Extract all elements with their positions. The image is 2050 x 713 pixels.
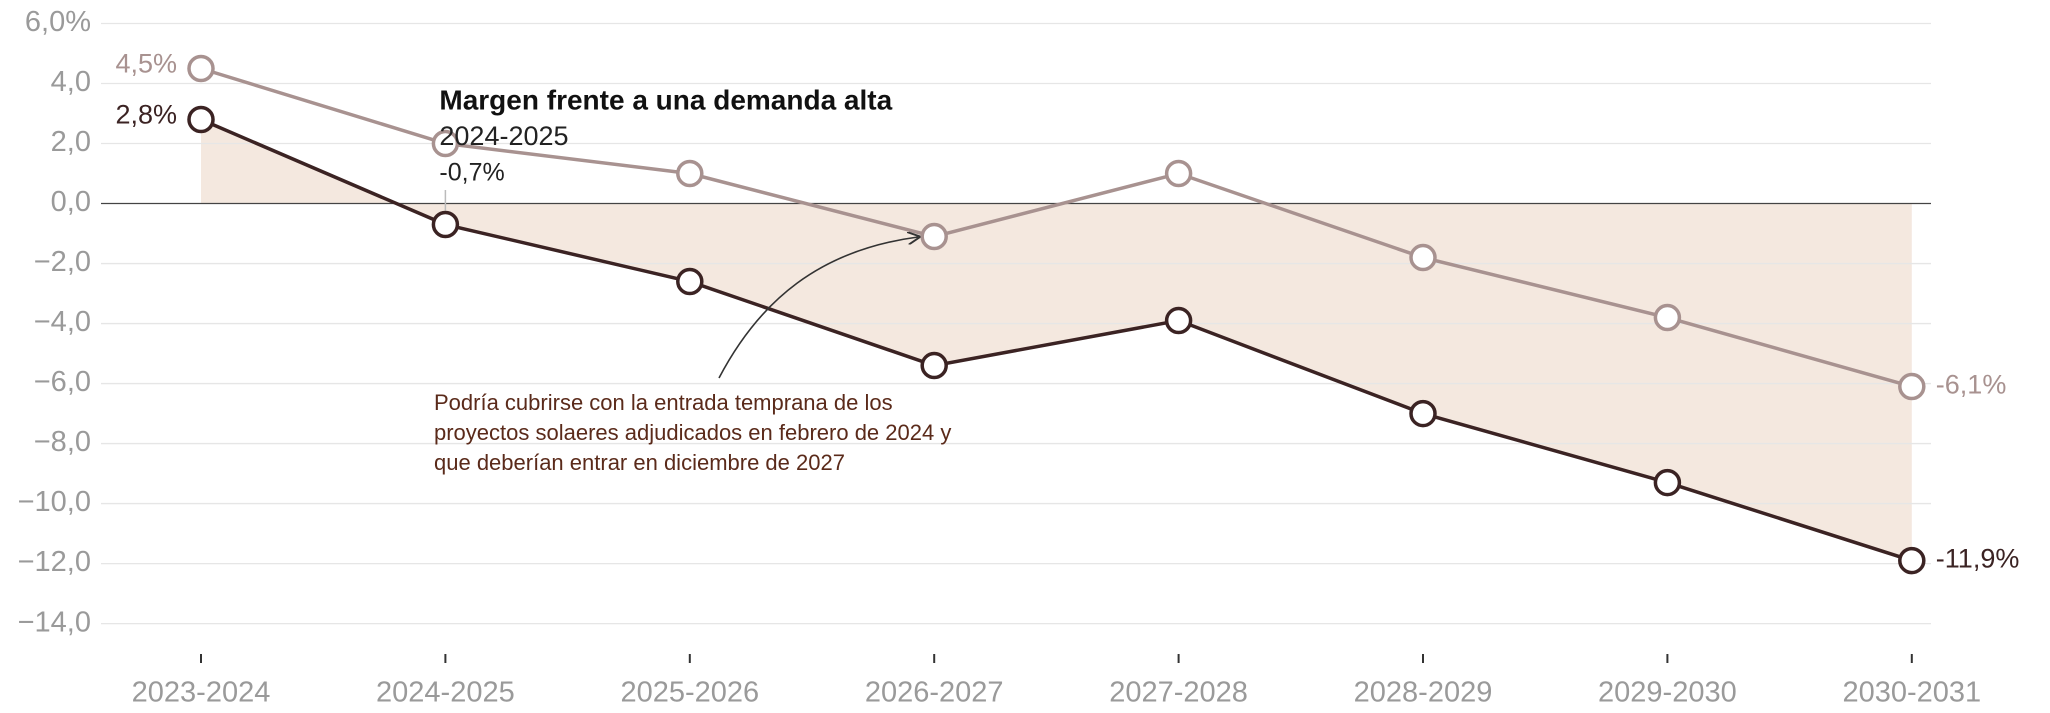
point — [920, 351, 948, 380]
x-tick-label: 2027-2028 — [1109, 677, 1248, 709]
annotation-arrow — [718, 237, 918, 379]
point — [187, 105, 215, 134]
y-tick-label: 2,0 — [51, 126, 91, 158]
point — [1898, 372, 1926, 401]
point — [1164, 306, 1193, 335]
y-tick-label: −2,0 — [34, 246, 91, 278]
point — [1164, 159, 1193, 188]
x-tick-label: 2029-2030 — [1598, 677, 1737, 709]
value-label: 4,5% — [115, 49, 177, 79]
value-label: -6,1% — [1936, 370, 2007, 400]
point — [920, 222, 948, 251]
point — [1653, 303, 1682, 332]
x-tick-label: 2023-2024 — [132, 677, 271, 709]
x-tick-label: 2026-2027 — [865, 677, 1004, 709]
tooltip-value: -0,7% — [439, 159, 504, 187]
y-tick-label: −4,0 — [34, 306, 91, 338]
x-tick-label: 2028-2029 — [1354, 677, 1493, 709]
value-label: -11,9% — [1936, 544, 2020, 574]
area — [201, 119, 1912, 561]
x-tick-label: 2025-2026 — [620, 677, 759, 709]
point — [1653, 468, 1682, 497]
y-tick-label: −6,0 — [34, 366, 91, 398]
point — [431, 210, 460, 239]
y-tick-label: −10,0 — [18, 486, 91, 518]
y-tick-label: 4,0 — [51, 66, 91, 98]
y-tick-label: −8,0 — [34, 426, 91, 458]
point — [187, 54, 215, 83]
x-tick-label: 2024-2025 — [376, 677, 515, 709]
value-label: 2,8% — [115, 100, 177, 130]
y-tick-label: −12,0 — [18, 546, 91, 578]
point — [1409, 243, 1437, 272]
y-tick-label: −14,0 — [18, 606, 91, 638]
point — [1409, 399, 1437, 428]
x-tick-label: 2030-2031 — [1842, 677, 1981, 709]
annotation: Podría cubrirse con la entrada temprana … — [434, 390, 893, 415]
line — [200, 66, 1913, 389]
y-tick-label: 6,0% — [25, 6, 91, 38]
annotation: que deberían entrar en diciembre de 2027 — [434, 450, 845, 475]
tooltip-title: Margen frente a una demanda alta — [439, 84, 892, 115]
line — [200, 117, 1913, 563]
point — [676, 159, 704, 188]
point — [431, 129, 460, 158]
annotation: proyectos solaeres adjudicados en febrer… — [434, 420, 951, 445]
tooltip-category: 2024-2025 — [439, 121, 568, 151]
point — [676, 267, 704, 296]
y-tick-label: 0,0 — [51, 186, 91, 218]
point — [1898, 546, 1926, 575]
